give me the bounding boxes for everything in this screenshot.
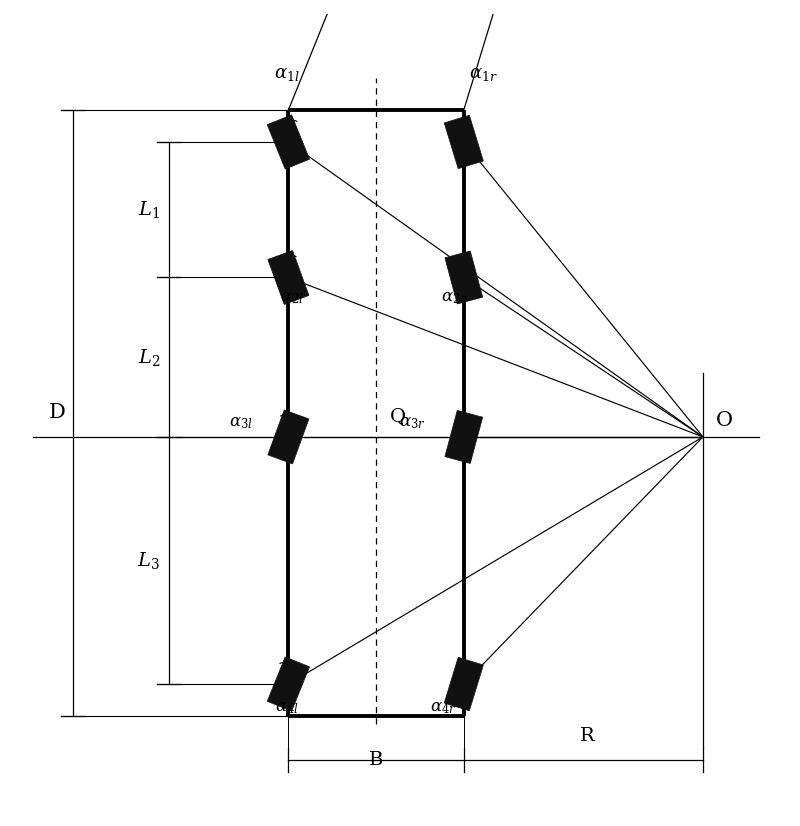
Text: O: O: [716, 411, 733, 430]
Text: $L_1$: $L_1$: [138, 199, 160, 221]
Polygon shape: [445, 411, 482, 463]
Polygon shape: [445, 251, 482, 304]
Text: $\alpha_{4l}$: $\alpha_{4l}$: [275, 700, 298, 716]
Text: $L_2$: $L_2$: [138, 347, 160, 368]
Polygon shape: [267, 115, 310, 169]
Text: $\alpha_{4r}$: $\alpha_{4r}$: [430, 700, 458, 716]
Text: $\alpha_{2l}$: $\alpha_{2l}$: [281, 289, 304, 306]
Polygon shape: [444, 657, 483, 711]
Polygon shape: [444, 115, 483, 169]
Text: R: R: [580, 727, 594, 745]
Text: $\alpha_{1r}$: $\alpha_{1r}$: [470, 65, 498, 83]
Text: $\alpha_{3l}$: $\alpha_{3l}$: [229, 414, 253, 431]
Text: D: D: [49, 403, 66, 423]
Text: $\alpha_{3r}$: $\alpha_{3r}$: [398, 414, 426, 431]
Text: $\alpha_{2r}$: $\alpha_{2r}$: [441, 289, 467, 306]
Text: Q: Q: [390, 407, 406, 425]
Polygon shape: [268, 250, 309, 305]
Polygon shape: [268, 410, 309, 464]
Text: $L_3$: $L_3$: [138, 550, 160, 571]
Polygon shape: [267, 657, 310, 711]
Text: $\alpha_{1l}$: $\alpha_{1l}$: [274, 65, 300, 83]
Text: B: B: [369, 751, 383, 769]
